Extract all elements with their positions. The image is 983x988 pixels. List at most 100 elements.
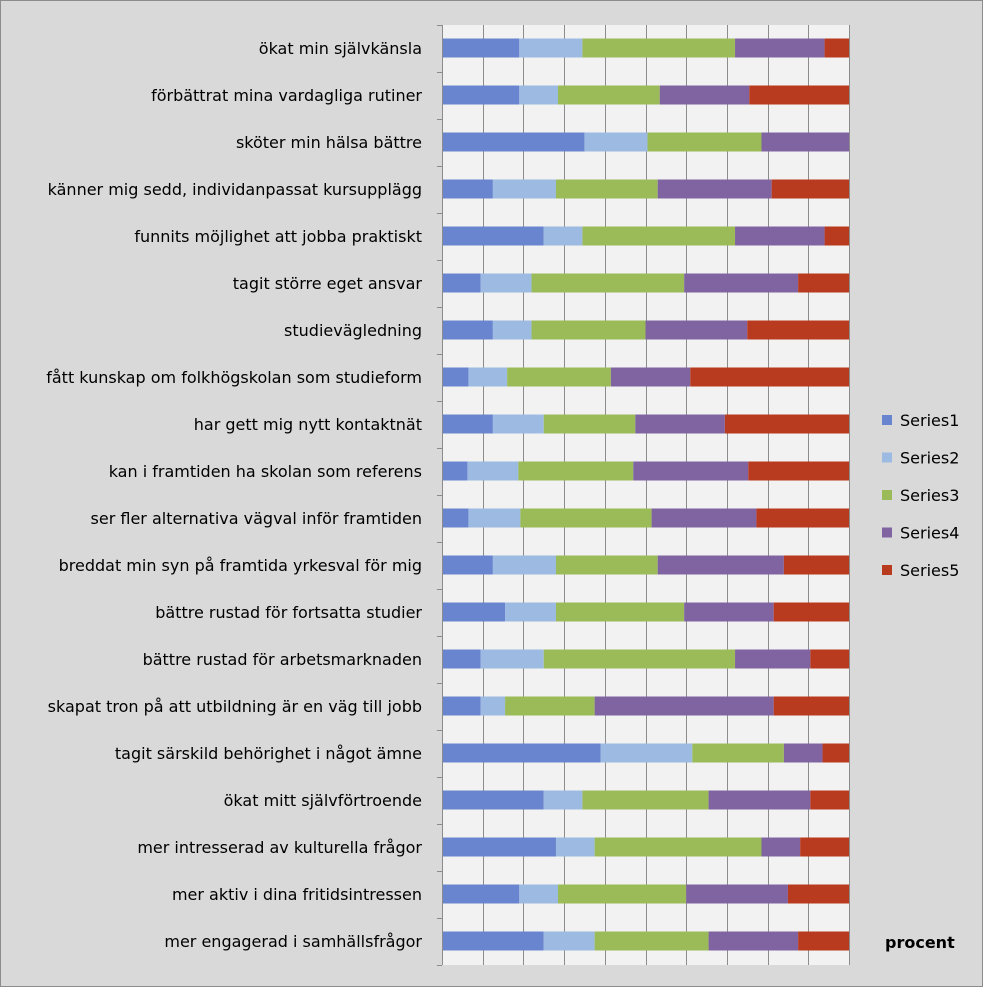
category-label: studievägledning (284, 321, 422, 340)
category-label: mer engagerad i samhällsfrågor (164, 932, 422, 951)
category-label: tagit större eget ansvar (233, 274, 423, 293)
bar-segment (442, 555, 493, 575)
legend-swatch (882, 415, 892, 425)
category-label: ökat min självkänsla (259, 39, 422, 58)
bar-segment (492, 320, 532, 340)
bar-segment (442, 602, 506, 622)
bar-segment (610, 367, 691, 387)
category-label: breddat min syn på framtida yrkesval för… (59, 556, 422, 575)
bar-segment (600, 743, 693, 763)
bar-segment (657, 179, 772, 199)
legend-label: Series3 (900, 486, 959, 505)
bar-segment (582, 790, 709, 810)
bar-segment (468, 508, 521, 528)
bar-segment (442, 226, 544, 246)
bar-segment (442, 273, 481, 293)
bar-segment (520, 508, 652, 528)
category-label: sköter min hälsa bättre (236, 133, 422, 152)
bar-segment (480, 696, 506, 716)
bar-segment (748, 461, 849, 481)
bar-segment (543, 931, 595, 951)
bar-segment (555, 555, 658, 575)
bar-segment (761, 132, 849, 152)
bar-segment (442, 884, 520, 904)
bar-segment (657, 555, 784, 575)
bar-segment (771, 179, 849, 199)
bar-segment (783, 555, 849, 575)
bar-segment (442, 85, 520, 105)
bar-segment (594, 931, 709, 951)
bar-segment (584, 132, 648, 152)
bars (442, 38, 849, 951)
category-label: förbättrat mina vardagliga rutiner (151, 86, 422, 105)
category-labels: ökat min självkänsla förbättrat mina vard… (46, 39, 422, 951)
bar-segment (468, 367, 508, 387)
category-label: kan i framtiden ha skolan som referens (109, 462, 422, 481)
bar-segment (492, 179, 556, 199)
category-label: skapat tron på att utbildning är en väg … (48, 697, 422, 716)
bar-segment (690, 367, 849, 387)
bar-segment (749, 85, 849, 105)
bar-segment (756, 508, 849, 528)
bar-segment (735, 226, 825, 246)
category-label: funnits möjlighet att jobba praktiskt (134, 227, 422, 246)
bar-segment (531, 273, 685, 293)
category-label: känner mig sedd, individanpassat kursupp… (48, 180, 422, 199)
bar-segment (543, 226, 583, 246)
bar-segment (543, 790, 583, 810)
bar-segment (824, 226, 849, 246)
bar-segment (635, 414, 725, 434)
bar-segment (594, 696, 774, 716)
unit-label: procent (885, 933, 955, 952)
legend-label: Series2 (900, 449, 959, 468)
bar-segment (686, 884, 788, 904)
bar-segment (773, 696, 849, 716)
bar-segment (798, 273, 849, 293)
category-label: ökat mitt självförtroende (224, 791, 422, 810)
bar-segment (735, 649, 811, 669)
bar-segment (555, 179, 658, 199)
plot-area (442, 25, 849, 965)
bar-segment (555, 837, 595, 857)
category-label: bättre rustad för arbetsmarknaden (143, 650, 422, 669)
bar-segment (594, 837, 762, 857)
bar-segment (519, 884, 558, 904)
bar-segment (442, 320, 493, 340)
legend-swatch (882, 490, 892, 500)
bar-segment (747, 320, 849, 340)
axes (437, 25, 443, 966)
bar-segment (467, 461, 519, 481)
bar-segment (442, 132, 585, 152)
bar-segment (557, 884, 687, 904)
bar-segment (708, 931, 799, 951)
bar-segment (442, 790, 544, 810)
bar-segment (519, 38, 583, 58)
bar-segment (492, 414, 544, 434)
bar-segment (442, 38, 520, 58)
bar-segment (442, 179, 493, 199)
bar-segment (684, 273, 799, 293)
bar-segment (761, 837, 801, 857)
bar-segment (480, 649, 544, 669)
bar-segment (708, 790, 811, 810)
bar-segment (555, 602, 685, 622)
bar-segment (651, 508, 757, 528)
bar-segment (531, 320, 646, 340)
bar-segment (724, 414, 849, 434)
bar-segment (442, 649, 481, 669)
category-label: har gett mig nytt kontaktnät (194, 415, 422, 434)
bar-segment (442, 837, 556, 857)
bar-segment (519, 85, 558, 105)
legend-swatch (882, 565, 892, 575)
bar-segment (505, 696, 595, 716)
bar-segment (442, 461, 468, 481)
category-label: mer intresserad av kulturella frågor (137, 838, 422, 857)
legend-label: Series5 (900, 561, 959, 580)
bar-segment (810, 790, 849, 810)
bar-segment (505, 602, 556, 622)
bar-segment (518, 461, 634, 481)
bar-segment (442, 414, 493, 434)
bar-segment (543, 649, 736, 669)
bar-segment (442, 367, 469, 387)
